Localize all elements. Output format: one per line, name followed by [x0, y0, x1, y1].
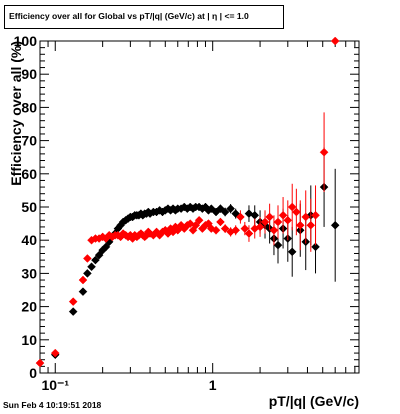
data-point-series-2 [68, 297, 78, 306]
data-point-series-1 [91, 255, 100, 265]
data-point-series-1 [68, 307, 78, 316]
data-point-series-1 [330, 220, 340, 230]
data-point-series-2 [306, 220, 316, 230]
y-tick-label: 60 [21, 166, 37, 182]
y-tick-label: 10 [21, 332, 37, 348]
data-point-series-2 [194, 215, 204, 225]
data-point-series-2 [265, 212, 274, 222]
data-point-series-1 [78, 287, 88, 297]
data-point-series-2 [330, 36, 340, 46]
data-point-series-2 [78, 275, 88, 285]
data-point-series-1 [287, 247, 297, 257]
data-point-series-2 [295, 220, 305, 230]
data-point-series-2 [311, 210, 320, 220]
data-point-series-2 [260, 217, 270, 227]
data-point-series-2 [273, 217, 283, 227]
data-point-series-1 [273, 240, 283, 250]
data-point-series-2 [287, 202, 297, 212]
y-axis-title: Efficiency over all (%) [8, 41, 24, 186]
data-point-series-2 [50, 348, 60, 358]
data-point-series-2 [244, 229, 254, 238]
x-tick-label: 10⁻¹ [41, 377, 69, 393]
x-axis-title: pT/|q| (GeV/c) [269, 393, 359, 409]
data-point-series-2 [269, 225, 279, 235]
data-point-series-2 [255, 222, 265, 232]
data-point-series-2 [191, 220, 201, 230]
data-point-series-2 [301, 212, 311, 222]
y-tick-label: 40 [21, 232, 37, 248]
data-point-series-1 [83, 269, 92, 278]
data-point-series-2 [231, 225, 241, 235]
data-point-series-2 [319, 147, 329, 157]
data-point-series-1 [94, 250, 104, 260]
data-point-series-2 [240, 224, 250, 233]
y-tick-label: 100 [14, 33, 38, 49]
y-tick-label: 0 [29, 365, 37, 381]
title-box: Efficiency over all for Global vs pT/|q|… [4, 5, 284, 29]
data-point-series-2 [211, 225, 221, 235]
x-tick-label: 1 [209, 377, 217, 393]
data-point-series-1 [87, 262, 96, 272]
y-tick-label: 80 [21, 99, 37, 115]
y-tick-label: 20 [21, 299, 37, 315]
y-tick-label: 90 [21, 66, 37, 82]
data-point-series-2 [220, 224, 230, 233]
chart-title: Efficiency over all for Global vs pT/|q|… [9, 11, 249, 21]
data-point-series-2 [35, 358, 45, 368]
data-point-series-2 [278, 210, 288, 220]
data-point-series-2 [283, 215, 293, 225]
data-point-series-2 [83, 254, 92, 263]
timestamp: Sun Feb 4 10:19:51 2018 [3, 400, 102, 410]
data-point-series-2 [291, 207, 301, 217]
data-point-series-2 [216, 217, 225, 227]
y-tick-label: 70 [21, 133, 37, 149]
data-point-series-1 [311, 242, 320, 252]
data-point-series-1 [220, 207, 230, 217]
y-tick-label: 30 [21, 265, 37, 281]
data-point-series-1 [226, 204, 235, 214]
y-tick-label: 50 [21, 199, 37, 215]
data-point-series-2 [236, 212, 245, 222]
